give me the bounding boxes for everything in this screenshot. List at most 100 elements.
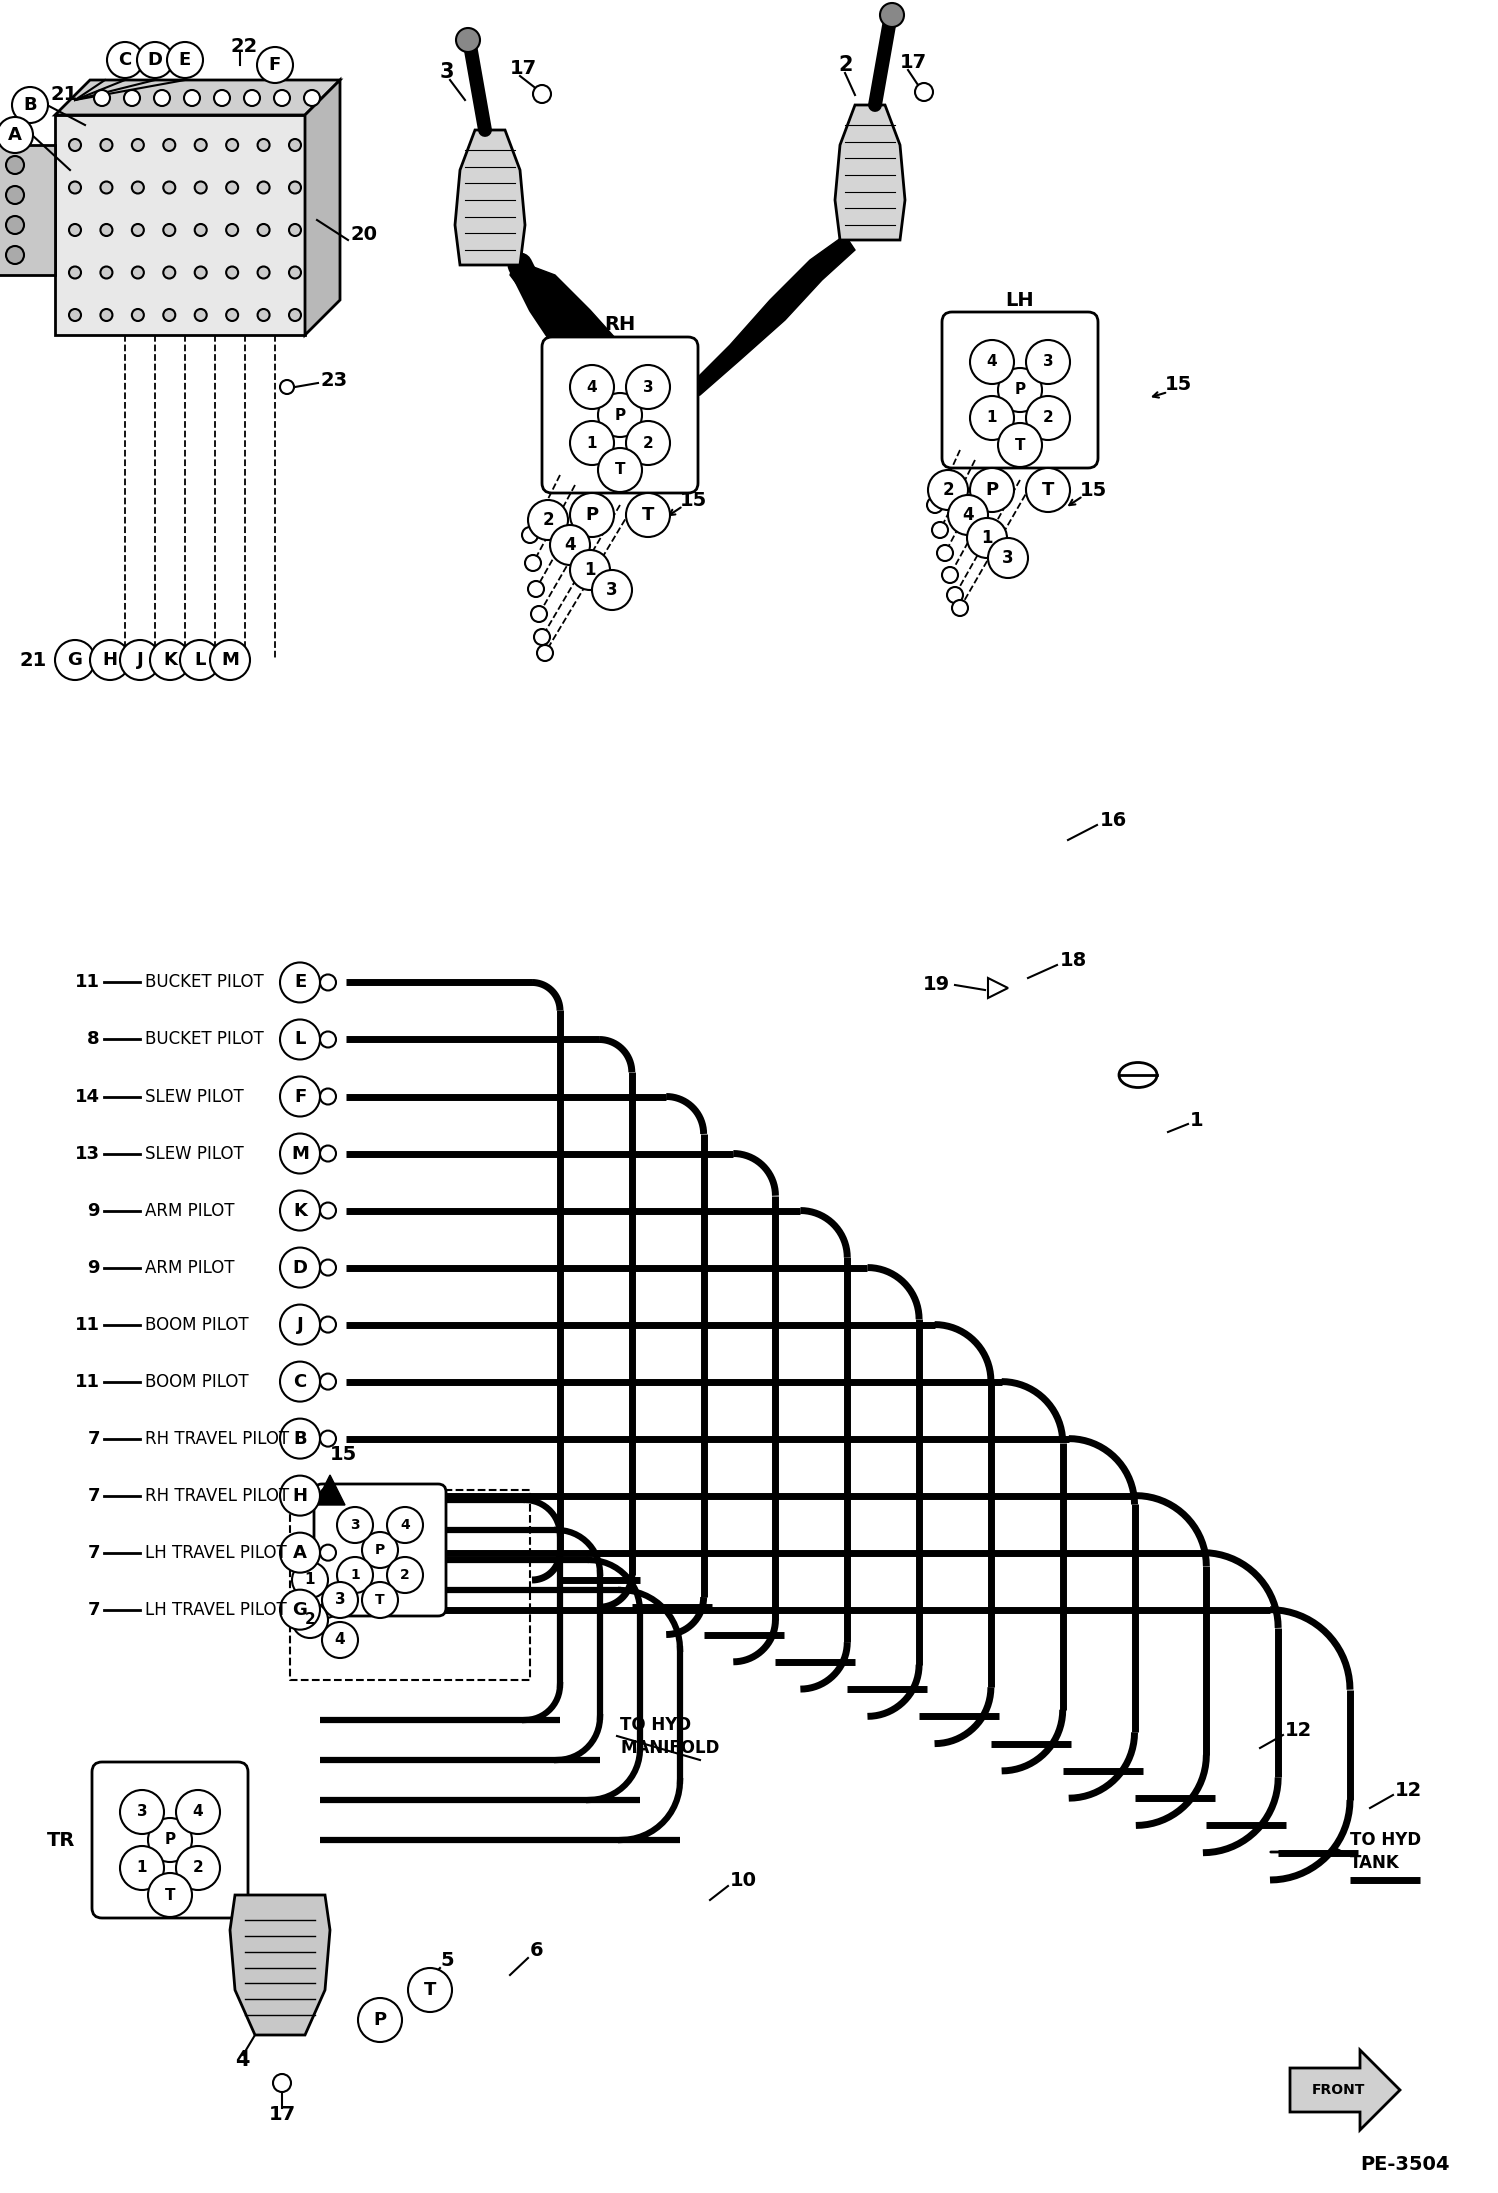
Text: 18: 18: [1061, 950, 1088, 969]
Circle shape: [407, 1967, 452, 2011]
Text: LH TRAVEL PILOT: LH TRAVEL PILOT: [145, 1601, 286, 1618]
Text: 15: 15: [680, 491, 707, 509]
Text: 15: 15: [330, 1445, 357, 1465]
Circle shape: [280, 1134, 321, 1173]
Circle shape: [879, 2, 903, 26]
Text: 7: 7: [87, 1487, 100, 1504]
Circle shape: [321, 1316, 336, 1333]
Circle shape: [280, 1419, 321, 1458]
Text: 2: 2: [304, 1612, 316, 1627]
Circle shape: [280, 963, 321, 1002]
Text: ARM PILOT: ARM PILOT: [145, 1259, 235, 1276]
Text: 12: 12: [1285, 1722, 1312, 1739]
Text: 4: 4: [587, 379, 598, 395]
Circle shape: [927, 498, 944, 513]
Circle shape: [289, 309, 301, 320]
Text: 1: 1: [584, 561, 596, 579]
Circle shape: [258, 182, 270, 193]
Circle shape: [258, 309, 270, 320]
Circle shape: [280, 1191, 321, 1230]
Polygon shape: [455, 129, 524, 265]
Text: 17: 17: [900, 53, 927, 72]
Circle shape: [132, 182, 144, 193]
Text: L: L: [294, 1031, 306, 1048]
Text: LH TRAVEL PILOT: LH TRAVEL PILOT: [145, 1544, 286, 1561]
Circle shape: [69, 182, 81, 193]
Text: SLEW PILOT: SLEW PILOT: [145, 1088, 244, 1105]
Circle shape: [280, 1476, 321, 1515]
Text: 3: 3: [334, 1592, 346, 1607]
Circle shape: [244, 90, 261, 105]
Circle shape: [527, 500, 568, 539]
Circle shape: [292, 1561, 328, 1599]
Text: FRONT: FRONT: [1311, 2083, 1365, 2097]
Circle shape: [598, 447, 643, 491]
Text: G: G: [292, 1601, 307, 1618]
Text: 14: 14: [75, 1088, 100, 1105]
Text: 4: 4: [962, 507, 974, 524]
Text: H: H: [102, 651, 117, 669]
Circle shape: [550, 524, 590, 566]
Circle shape: [6, 215, 24, 235]
Circle shape: [455, 29, 479, 53]
Text: B: B: [22, 96, 37, 114]
Circle shape: [626, 421, 670, 465]
Polygon shape: [306, 79, 340, 336]
Text: 22: 22: [231, 37, 258, 57]
Text: P: P: [165, 1833, 175, 1847]
Circle shape: [195, 182, 207, 193]
Circle shape: [6, 186, 24, 204]
Circle shape: [69, 138, 81, 151]
Text: J: J: [136, 651, 144, 669]
Circle shape: [280, 1590, 321, 1629]
Text: E: E: [178, 50, 192, 68]
Circle shape: [321, 1088, 336, 1105]
Circle shape: [150, 640, 190, 680]
Circle shape: [175, 1789, 220, 1833]
Text: 2: 2: [942, 480, 954, 500]
Circle shape: [968, 518, 1007, 557]
Circle shape: [163, 268, 175, 279]
Text: 20: 20: [351, 226, 377, 243]
Text: H: H: [292, 1487, 307, 1504]
Text: E: E: [294, 974, 306, 991]
Text: P: P: [373, 2011, 386, 2029]
Circle shape: [971, 397, 1014, 441]
Circle shape: [163, 224, 175, 237]
Circle shape: [132, 224, 144, 237]
Circle shape: [175, 1847, 220, 1890]
Text: 1: 1: [987, 410, 998, 425]
Circle shape: [337, 1557, 373, 1592]
Text: 3: 3: [607, 581, 617, 599]
Text: K: K: [294, 1202, 307, 1219]
Circle shape: [90, 640, 130, 680]
Text: 2: 2: [193, 1860, 204, 1875]
Circle shape: [258, 138, 270, 151]
Text: 4: 4: [400, 1518, 410, 1533]
Circle shape: [120, 1789, 163, 1833]
Text: 4: 4: [565, 535, 575, 555]
Text: 7: 7: [87, 1430, 100, 1447]
Text: J: J: [297, 1316, 304, 1333]
Circle shape: [226, 309, 238, 320]
Text: A: A: [294, 1544, 307, 1561]
Circle shape: [6, 156, 24, 173]
Circle shape: [971, 340, 1014, 384]
Circle shape: [163, 309, 175, 320]
Circle shape: [304, 90, 321, 105]
Text: 7: 7: [87, 1544, 100, 1561]
Circle shape: [154, 90, 169, 105]
Text: F: F: [294, 1088, 306, 1105]
Circle shape: [55, 640, 94, 680]
Text: RH: RH: [604, 316, 635, 336]
Circle shape: [626, 364, 670, 410]
Polygon shape: [55, 79, 340, 114]
Text: 1: 1: [351, 1568, 360, 1581]
Text: 3: 3: [643, 379, 653, 395]
Text: PE-3504: PE-3504: [1360, 2156, 1450, 2175]
Circle shape: [948, 496, 989, 535]
Text: 1: 1: [304, 1572, 315, 1588]
Circle shape: [938, 546, 953, 561]
Circle shape: [289, 138, 301, 151]
Circle shape: [571, 493, 614, 537]
